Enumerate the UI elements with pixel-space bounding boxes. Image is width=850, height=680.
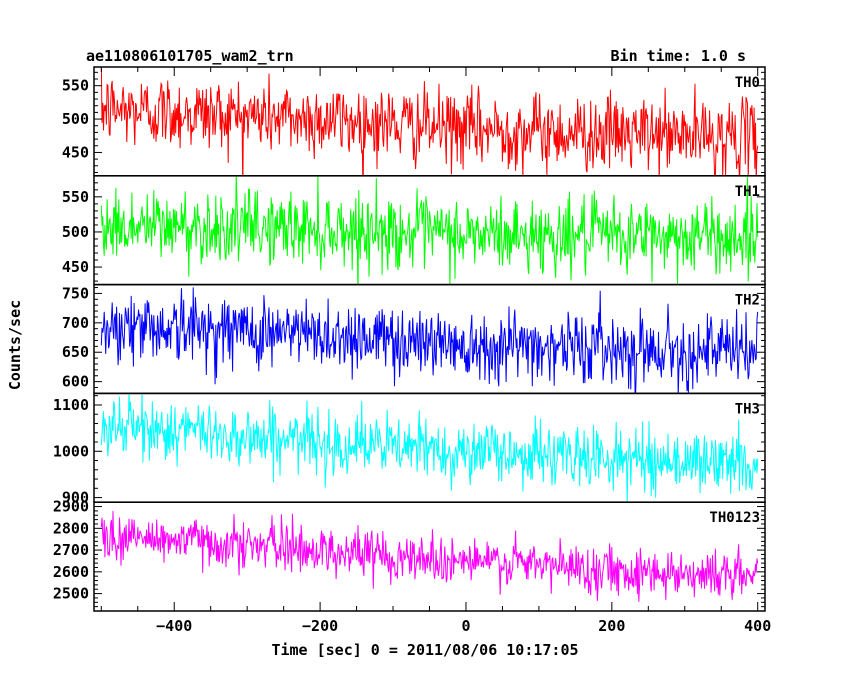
y-tick-label: 2700 (53, 541, 89, 559)
series-line-th2 (100, 287, 759, 394)
y-tick-label: 900 (62, 489, 89, 507)
bin-time-label: Bin time: 1.0 s (611, 47, 746, 65)
panels: 450 500 550 TH0 450 500 550 TH1 600 650 700 750 TH2 9… (53, 66, 766, 612)
y-tick-label: 1000 (53, 442, 89, 460)
series-label-th1: TH1 (735, 184, 760, 200)
y-tick-label: 500 (62, 223, 89, 241)
series-label-th2: TH2 (735, 293, 760, 309)
y-tick-label: 500 (62, 110, 89, 128)
series-line-th0 (100, 67, 759, 176)
series-label-th0123: TH0123 (709, 510, 760, 526)
series-line-th0123 (100, 510, 759, 602)
panel-th3: 900 1000 1100 TH3 (53, 392, 766, 507)
series-label-th0: TH0 (735, 75, 760, 91)
series-label-th3: TH3 (735, 401, 760, 417)
x-tick-label: 200 (598, 617, 625, 635)
y-tick-label: 2600 (53, 563, 89, 581)
x-axis-title: Time [sec] 0 = 2011/08/06 10:17:05 (271, 641, 578, 659)
panel-th0123: 2500 2600 2700 2800 2900 TH0123 (53, 498, 766, 612)
panel-th0: 450 500 550 TH0 (62, 66, 766, 177)
y-tick-label: 2900 (53, 498, 89, 516)
y-tick-label: 2800 (53, 519, 89, 537)
y-tick-label: 450 (62, 258, 89, 276)
y-tick-label: 1100 (53, 396, 89, 414)
x-axis-ticks: −400 −200 0 200 400 (100, 67, 771, 635)
y-tick-label: 450 (62, 143, 89, 161)
x-tick-label: 0 (461, 617, 470, 635)
figure-title: ae110806101705_wam2_trn (86, 47, 294, 65)
y-tick-label: 750 (62, 284, 89, 302)
y-tick-label: 550 (62, 188, 89, 206)
y-axis-title: Counts/sec (6, 300, 24, 390)
panel-th2: 600 650 700 750 TH2 (62, 283, 766, 395)
x-tick-label: −400 (156, 617, 192, 635)
x-tick-label: 400 (744, 617, 771, 635)
y-tick-label: 2500 (53, 585, 89, 603)
y-tick-label: 700 (62, 314, 89, 332)
y-tick-label: 550 (62, 77, 89, 95)
panel-th1: 450 500 550 TH1 (62, 175, 766, 286)
series-line-th3 (100, 393, 759, 503)
series-line-th1 (100, 175, 759, 285)
y-tick-label: 650 (62, 343, 89, 361)
x-tick-label: −200 (302, 617, 338, 635)
y-tick-label: 600 (62, 373, 89, 391)
panel-frame (93, 501, 766, 612)
